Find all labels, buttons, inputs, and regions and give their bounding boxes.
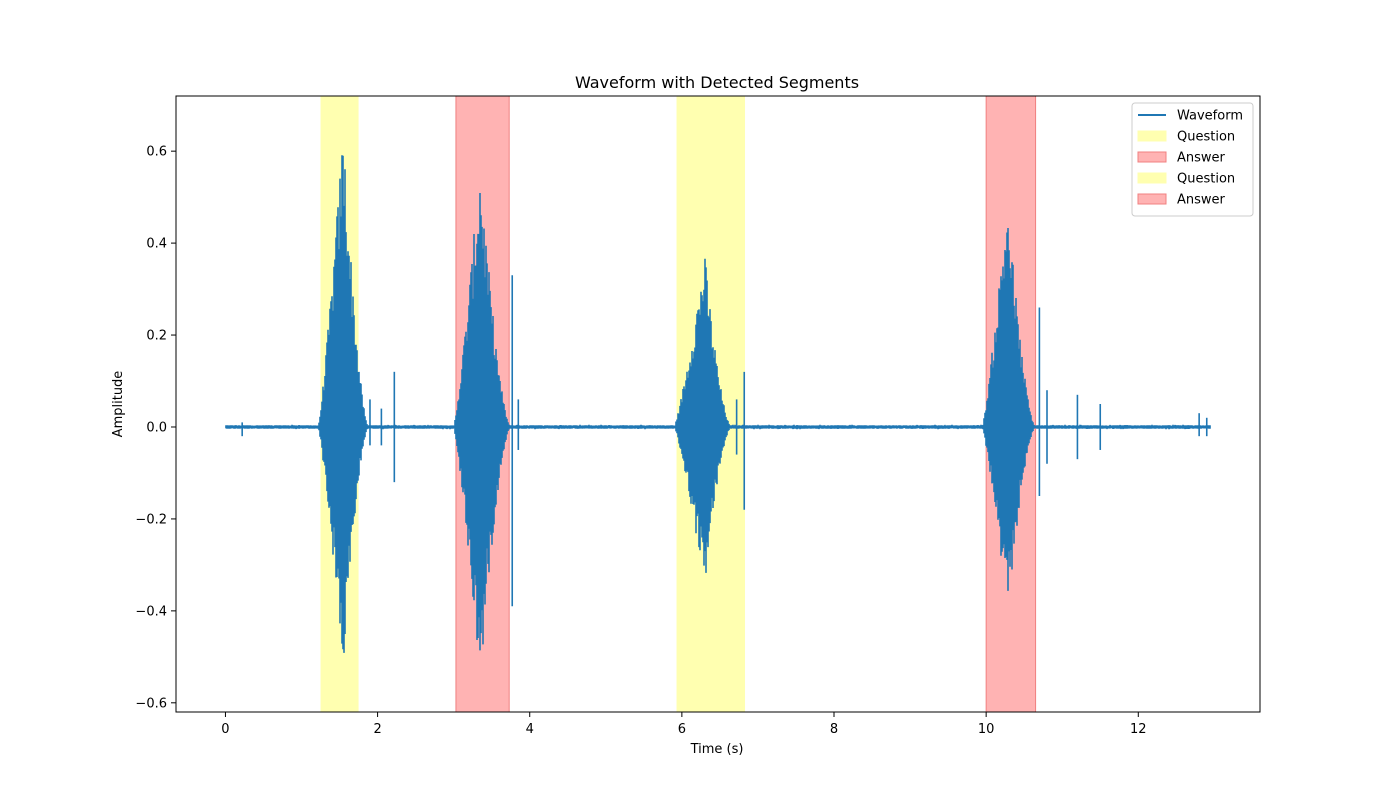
legend-label: Question — [1177, 172, 1235, 187]
y-tick-label: −0.6 — [135, 696, 167, 711]
y-tick-label: 0.6 — [146, 145, 167, 160]
legend-swatch — [1137, 172, 1167, 184]
x-tick-label: 12 — [1130, 722, 1147, 737]
chart-title: Waveform with Detected Segments — [575, 73, 859, 92]
waveform-layer — [225, 155, 1211, 653]
legend-label: Answer — [1177, 193, 1226, 208]
legend-label: Question — [1177, 130, 1235, 145]
x-tick-label: 4 — [526, 722, 534, 737]
x-tick-label: 0 — [221, 722, 229, 737]
x-tick-label: 10 — [978, 722, 995, 737]
y-axis-ticks: −0.6 −0.4 −0.2 0.0 0.2 0.4 0.6 — [135, 145, 176, 711]
x-tick-label: 6 — [678, 722, 686, 737]
legend-swatch — [1137, 193, 1167, 205]
y-tick-label: 0.2 — [146, 329, 167, 344]
x-axis-label: Time (s) — [690, 742, 744, 757]
legend-swatch — [1137, 151, 1167, 163]
legend-label: Answer — [1177, 151, 1226, 166]
x-axis-ticks: 0 2 4 6 8 10 12 — [221, 712, 1147, 737]
y-axis-label: Amplitude — [111, 371, 126, 438]
plot-frame — [175, 95, 1261, 713]
y-tick-label: 0.4 — [146, 237, 167, 252]
y-tick-label: −0.2 — [135, 512, 167, 527]
x-tick-label: 2 — [373, 722, 381, 737]
legend-label: Waveform — [1177, 109, 1243, 124]
y-tick-label: 0.0 — [146, 420, 167, 435]
legend-swatch — [1137, 130, 1167, 142]
x-tick-label: 8 — [830, 722, 838, 737]
y-tick-label: −0.4 — [135, 604, 167, 619]
legend: Waveform Question Answer Question Answer — [1131, 102, 1254, 217]
